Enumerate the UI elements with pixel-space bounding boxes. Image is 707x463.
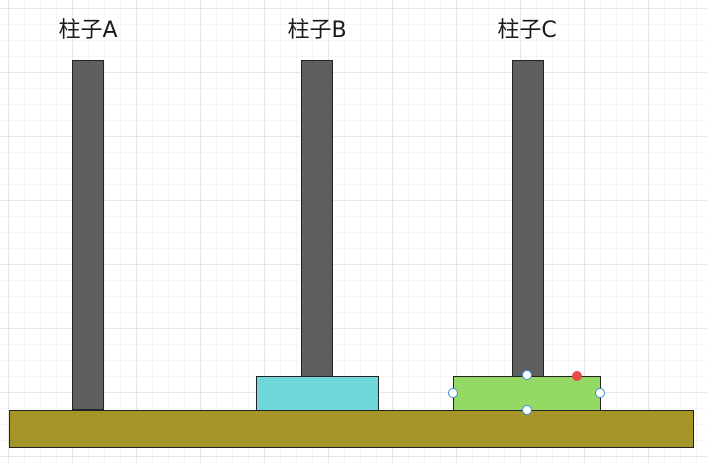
- base-platform[interactable]: [9, 410, 694, 448]
- pole-c[interactable]: [512, 60, 544, 378]
- pole-b[interactable]: [301, 60, 333, 378]
- rotate-handle[interactable]: [572, 371, 582, 381]
- pole-c-label: 柱子C: [497, 18, 557, 43]
- resize-handle-right[interactable]: [595, 388, 605, 398]
- disk-on-pole-b[interactable]: [256, 376, 379, 411]
- resize-handle-top[interactable]: [522, 370, 532, 380]
- resize-handle-bottom[interactable]: [522, 405, 532, 415]
- resize-handle-left[interactable]: [448, 388, 458, 398]
- pole-a[interactable]: [72, 60, 104, 410]
- pole-b-label: 柱子B: [287, 18, 347, 43]
- pole-a-label: 柱子A: [58, 18, 118, 43]
